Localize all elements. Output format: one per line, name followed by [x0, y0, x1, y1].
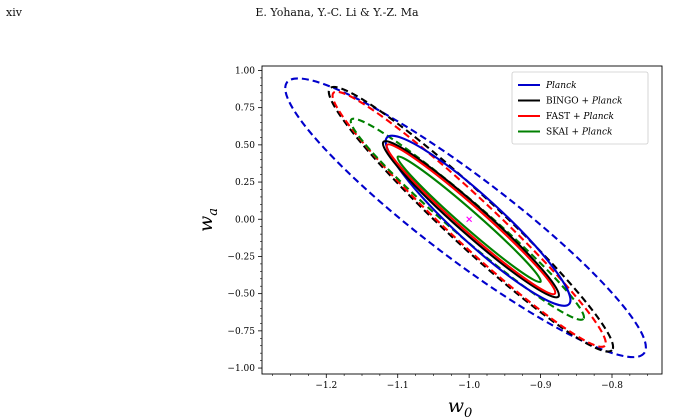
contour-fast-planck-1-sigma: [385, 143, 557, 296]
axis-ticks: −1.2 −1.1 −1.0 −0.9 −0.8 1.00 0.75 0.50 0.25 0.00…: [227, 66, 649, 391]
y-tick-label: −1.00: [227, 364, 255, 374]
contour-layer: [284, 77, 647, 359]
x-tick-label: −1.2: [315, 381, 337, 391]
legend: Planck BINGO + Planck FAST + Planck SKAI + …: [511, 71, 649, 145]
legend-label: Planck: [545, 81, 577, 91]
y-tick-label: 0.75: [235, 104, 255, 114]
x-axis-label: w0: [448, 395, 473, 420]
plot-frame: [261, 65, 663, 375]
y-axis-label: wa: [195, 208, 221, 232]
legend-label: SKAI + Planck: [546, 128, 612, 138]
contour-bingo-planck-1-sigma: [381, 140, 560, 299]
legend-label: FAST + Planck: [546, 112, 614, 122]
x-tick-label: −1.1: [387, 381, 409, 391]
y-tick-label: 0.25: [235, 178, 255, 188]
x-tick-label: −1.0: [458, 381, 480, 391]
contour-skai-planck-1-sigma: [396, 155, 542, 284]
y-tick-label: −0.75: [227, 327, 255, 337]
contour-planck-2-sigma: [284, 77, 647, 359]
x-tick-label: −0.9: [530, 381, 552, 391]
legend-box: [511, 71, 649, 145]
fiducial-marker: [466, 216, 473, 223]
y-tick-label: 0.50: [235, 141, 255, 151]
x-tick-label: −0.8: [601, 381, 623, 391]
legend-label: BINGO + Planck: [546, 97, 622, 107]
contour-planck-1-sigma: [384, 134, 572, 307]
axis-labels: w0 wa: [195, 208, 472, 420]
running-head: E. Yohana, Y.-C. Li & Y.-Z. Ma: [255, 6, 419, 19]
y-tick-label: 0.00: [235, 215, 255, 225]
y-tick-label: 1.00: [235, 66, 255, 76]
y-tick-label: −0.25: [227, 252, 255, 262]
y-tick-label: −0.50: [227, 290, 255, 300]
page-number: xiv: [6, 6, 22, 19]
